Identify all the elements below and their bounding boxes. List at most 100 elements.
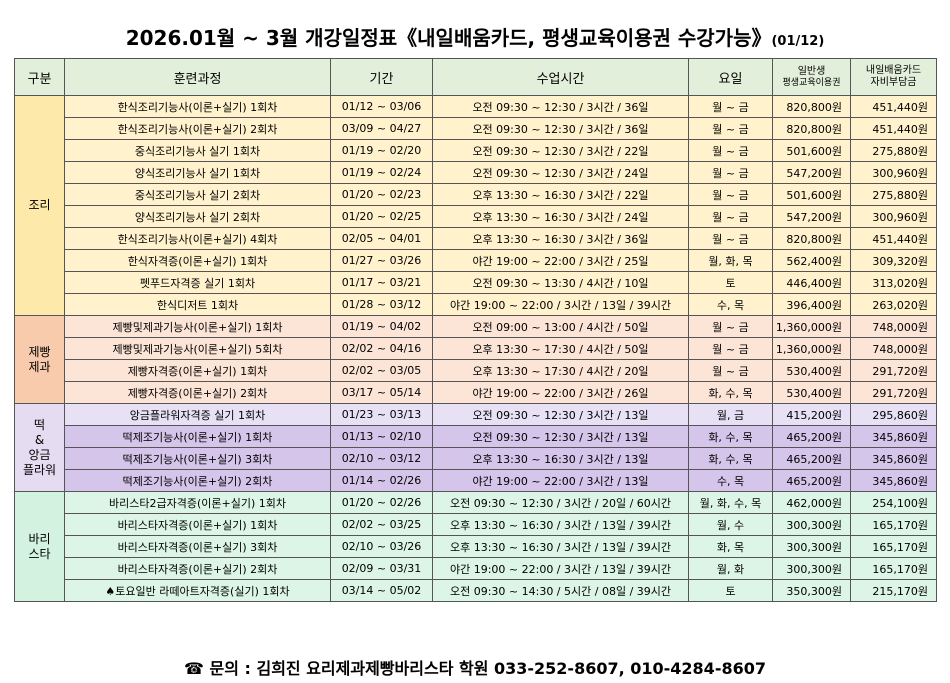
self-pay: 313,020원 <box>850 271 937 294</box>
course: 양식조리기능사 실기 2회차 <box>64 205 331 228</box>
course-row: 한식조리기능사(이론+실기) 2회차 03/09 ~ 04/27 오전 09:30 … <box>14 117 937 140</box>
course-row: 양식조리기능사 실기 2회차 01/20 ~ 02/25 오후 13:30 ~ 16… <box>14 205 937 228</box>
self-pay: 165,170원 <box>850 557 937 580</box>
price: 415,200원 <box>772 403 851 426</box>
course: 중식조리기능사 실기 2회차 <box>64 183 331 206</box>
course-row: 제빵자격증(이론+실기) 1회차 02/02 ~ 03/05 오후 13:30 ~ … <box>14 359 937 382</box>
price: 396,400원 <box>772 293 851 316</box>
group-label: 제빵 <box>28 344 51 359</box>
class-time: 오후 13:30 ~ 17:30 / 4시간 / 20일 <box>432 359 689 382</box>
course: 한식조리기능사(이론+실기) 1회차 <box>64 95 331 118</box>
period: 03/09 ~ 04/27 <box>330 117 433 140</box>
price: 465,200원 <box>772 425 851 448</box>
period: 01/23 ~ 03/13 <box>330 403 433 426</box>
period: 02/02 ~ 03/25 <box>330 513 433 536</box>
self-pay: 275,880원 <box>850 183 937 206</box>
class-time: 오후 13:30 ~ 17:30 / 4시간 / 50일 <box>432 337 689 360</box>
header-cell: 수업시간 <box>432 58 689 96</box>
period: 01/17 ~ 03/21 <box>330 271 433 294</box>
days: 토 <box>688 271 773 294</box>
course-row: 떡 & 앙금 플라워 앙금플라워자격증 실기 1회차 01/23 ~ 03/13 오전 09… <box>14 403 937 492</box>
price: 547,200원 <box>772 161 851 184</box>
self-pay: 254,100원 <box>850 491 937 514</box>
self-pay: 291,720원 <box>850 381 937 404</box>
period: 02/02 ~ 04/16 <box>330 337 433 360</box>
class-time: 오후 13:30 ~ 16:30 / 3시간 / 24일 <box>432 205 689 228</box>
class-time: 야간 19:00 ~ 22:00 / 3시간 / 26일 <box>432 381 689 404</box>
header-row: 구분 훈련과정 기간 수업시간 요일 일반생 평생교육이용권 내일배움카드 자비부담… <box>14 58 937 96</box>
period: 01/27 ~ 03/26 <box>330 249 433 272</box>
price: 465,200원 <box>772 447 851 470</box>
course-row: 중식조리기능사 실기 1회차 01/19 ~ 02/20 오전 09:30 ~ 12… <box>14 139 937 162</box>
course-row: 한식조리기능사(이론+실기) 4회차 02/05 ~ 04/01 오후 13:30 … <box>14 227 937 250</box>
class-time: 오후 13:30 ~ 16:30 / 3시간 / 13일 / 39시간 <box>432 535 689 558</box>
days: 토 <box>688 579 773 602</box>
days: 월 ~ 금 <box>688 161 773 184</box>
course-row: 제빵 제과 제빵및제과기능사(이론+실기) 1회차 01/19 ~ 04/02 오전 0… <box>14 315 937 404</box>
period: 01/19 ~ 02/24 <box>330 161 433 184</box>
price: 465,200원 <box>772 469 851 492</box>
course-row: 조리 한식조리기능사(이론+실기) 1회차 01/12 ~ 03/06 오전 09:3… <box>14 95 937 316</box>
self-pay: 300,960원 <box>850 161 937 184</box>
course: 제빵자격증(이론+실기) 1회차 <box>64 359 331 382</box>
group-label: & <box>34 432 45 447</box>
period: 02/10 ~ 03/26 <box>330 535 433 558</box>
days: 월 ~ 금 <box>688 315 773 338</box>
course-row: 떡제조기능사(이론+실기) 2회차 01/14 ~ 02/26 야간 19:00 ~… <box>14 469 937 492</box>
price: 530,400원 <box>772 359 851 382</box>
header-cell: 구분 <box>14 58 65 96</box>
class-time: 야간 19:00 ~ 22:00 / 3시간 / 13일 / 39시간 <box>432 557 689 580</box>
header-line: 평생교육이용권 <box>782 77 841 88</box>
group-cell: 떡 & 앙금 플라워 <box>14 403 65 492</box>
group-cell: 조리 <box>14 95 65 316</box>
header-cell: 내일배움카드 자비부담금 <box>850 58 937 96</box>
course: 한식조리기능사(이론+실기) 4회차 <box>64 227 331 250</box>
self-pay: 451,440원 <box>850 95 937 118</box>
course-row: 바리스타자격증(이론+실기) 2회차 02/09 ~ 03/31 야간 19:00 … <box>14 557 937 580</box>
course: 앙금플라워자격증 실기 1회차 <box>64 403 331 426</box>
price: 1,360,000원 <box>772 337 851 360</box>
class-time: 오후 13:30 ~ 16:30 / 3시간 / 13일 <box>432 447 689 470</box>
class-time: 오후 13:30 ~ 16:30 / 3시간 / 22일 <box>432 183 689 206</box>
group-label: 떡 <box>33 417 46 432</box>
self-pay: 300,960원 <box>850 205 937 228</box>
class-time: 오전 09:30 ~ 12:30 / 3시간 / 36일 <box>432 95 689 118</box>
course: 바리스타자격증(이론+실기) 1회차 <box>64 513 331 536</box>
group-cell: 제빵 제과 <box>14 315 65 404</box>
header-line: 일반생 <box>797 65 826 77</box>
days: 월 ~ 금 <box>688 183 773 206</box>
self-pay: 215,170원 <box>850 579 937 602</box>
course-row: 떡제조기능사(이론+실기) 3회차 02/10 ~ 03/12 오후 13:30 ~… <box>14 447 937 470</box>
days: 월 ~ 금 <box>688 95 773 118</box>
days: 월, 화, 수, 목 <box>688 491 773 514</box>
price: 562,400원 <box>772 249 851 272</box>
class-time: 오전 09:30 ~ 12:30 / 3시간 / 22일 <box>432 139 689 162</box>
period: 02/10 ~ 03/12 <box>330 447 433 470</box>
period: 02/09 ~ 03/31 <box>330 557 433 580</box>
table-head: 구분 훈련과정 기간 수업시간 요일 일반생 평생교육이용권 내일배움카드 자비부담… <box>14 58 937 96</box>
title-date: (01/12) <box>771 34 825 49</box>
course: 양식조리기능사 실기 1회차 <box>64 161 331 184</box>
price: 530,400원 <box>772 381 851 404</box>
period: 01/20 ~ 02/23 <box>330 183 433 206</box>
course: 한식조리기능사(이론+실기) 2회차 <box>64 117 331 140</box>
class-time: 오후 13:30 ~ 16:30 / 3시간 / 36일 <box>432 227 689 250</box>
schedule-table: 구분 훈련과정 기간 수업시간 요일 일반생 평생교육이용권 내일배움카드 자비부담… <box>14 58 937 602</box>
class-time: 오전 09:30 ~ 12:30 / 3시간 / 24일 <box>432 161 689 184</box>
period: 01/20 ~ 02/25 <box>330 205 433 228</box>
group-label: 플라워 <box>22 462 57 477</box>
period: 01/19 ~ 04/02 <box>330 315 433 338</box>
course: 한식자격증(이론+실기) 1회차 <box>64 249 331 272</box>
course: 떡제조기능사(이론+실기) 1회차 <box>64 425 331 448</box>
days: 월 ~ 금 <box>688 205 773 228</box>
course-row: 한식디저트 1회차 01/28 ~ 03/12 야간 19:00 ~ 22:00 /… <box>14 293 937 316</box>
self-pay: 748,000원 <box>850 315 937 338</box>
class-time: 오전 09:30 ~ 14:30 / 5시간 / 08일 / 39시간 <box>432 579 689 602</box>
course-row: 양식조리기능사 실기 1회차 01/19 ~ 02/24 오전 09:30 ~ 12… <box>14 161 937 184</box>
days: 월, 수 <box>688 513 773 536</box>
price: 820,800원 <box>772 95 851 118</box>
title-main: 2026.01월 ~ 3월 개강일정표《내일배움카드, 평생교육이용권 수강가능… <box>125 26 772 50</box>
class-time: 야간 19:00 ~ 22:00 / 3시간 / 13일 / 39시간 <box>432 293 689 316</box>
